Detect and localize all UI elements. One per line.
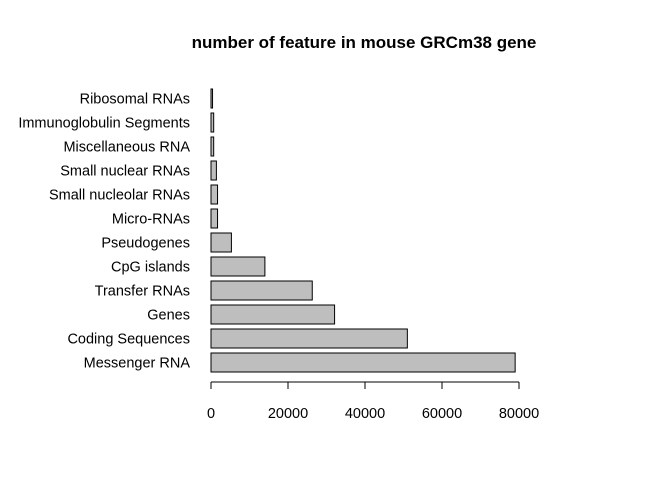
bar-ribosomal-rnas (210, 88, 214, 109)
category-label: Transfer RNAs (95, 284, 190, 300)
category-label: Micro-RNAs (112, 212, 190, 228)
category-label: Miscellaneous RNA (63, 140, 190, 156)
bar-messenger-rna (210, 352, 516, 373)
bar-pseudogenes (210, 232, 232, 253)
bar-small-nuclear-rnas (210, 160, 217, 181)
bar-transfer-rnas (210, 280, 313, 301)
category-label: Small nuclear RNAs (60, 164, 190, 180)
category-label: Pseudogenes (101, 236, 190, 252)
chart-title: number of feature in mouse GRCm38 gene (192, 33, 537, 52)
bar-immunoglobulin-segments (210, 112, 215, 133)
x-tick-label: 40000 (345, 406, 385, 422)
x-tick-label: 60000 (422, 406, 462, 422)
category-label: Messenger RNA (84, 356, 191, 372)
x-tick-label: 20000 (268, 406, 308, 422)
x-axis: 0 20000 40000 60000 80000 (207, 381, 539, 422)
category-label: Small nucleolar RNAs (49, 188, 190, 204)
bar-cpg-islands (210, 256, 266, 277)
bar-coding-sequences (210, 328, 408, 349)
x-tick-label: 80000 (499, 406, 539, 422)
category-label: Genes (147, 308, 190, 324)
category-labels: Messenger RNA Coding Sequences Genes Transf… (18, 92, 190, 372)
x-tick-label: 0 (207, 406, 215, 422)
bar-genes (210, 304, 336, 325)
bar-micro-rnas (210, 208, 219, 229)
category-label: CpG islands (111, 260, 190, 276)
category-label: Immunoglobulin Segments (18, 116, 190, 132)
bars-layer (210, 88, 516, 373)
category-label: Ribosomal RNAs (80, 92, 190, 108)
category-label: Coding Sequences (67, 332, 190, 348)
bar-miscellaneous-rna (210, 136, 215, 157)
bar-small-nucleolar-rnas (210, 184, 219, 205)
